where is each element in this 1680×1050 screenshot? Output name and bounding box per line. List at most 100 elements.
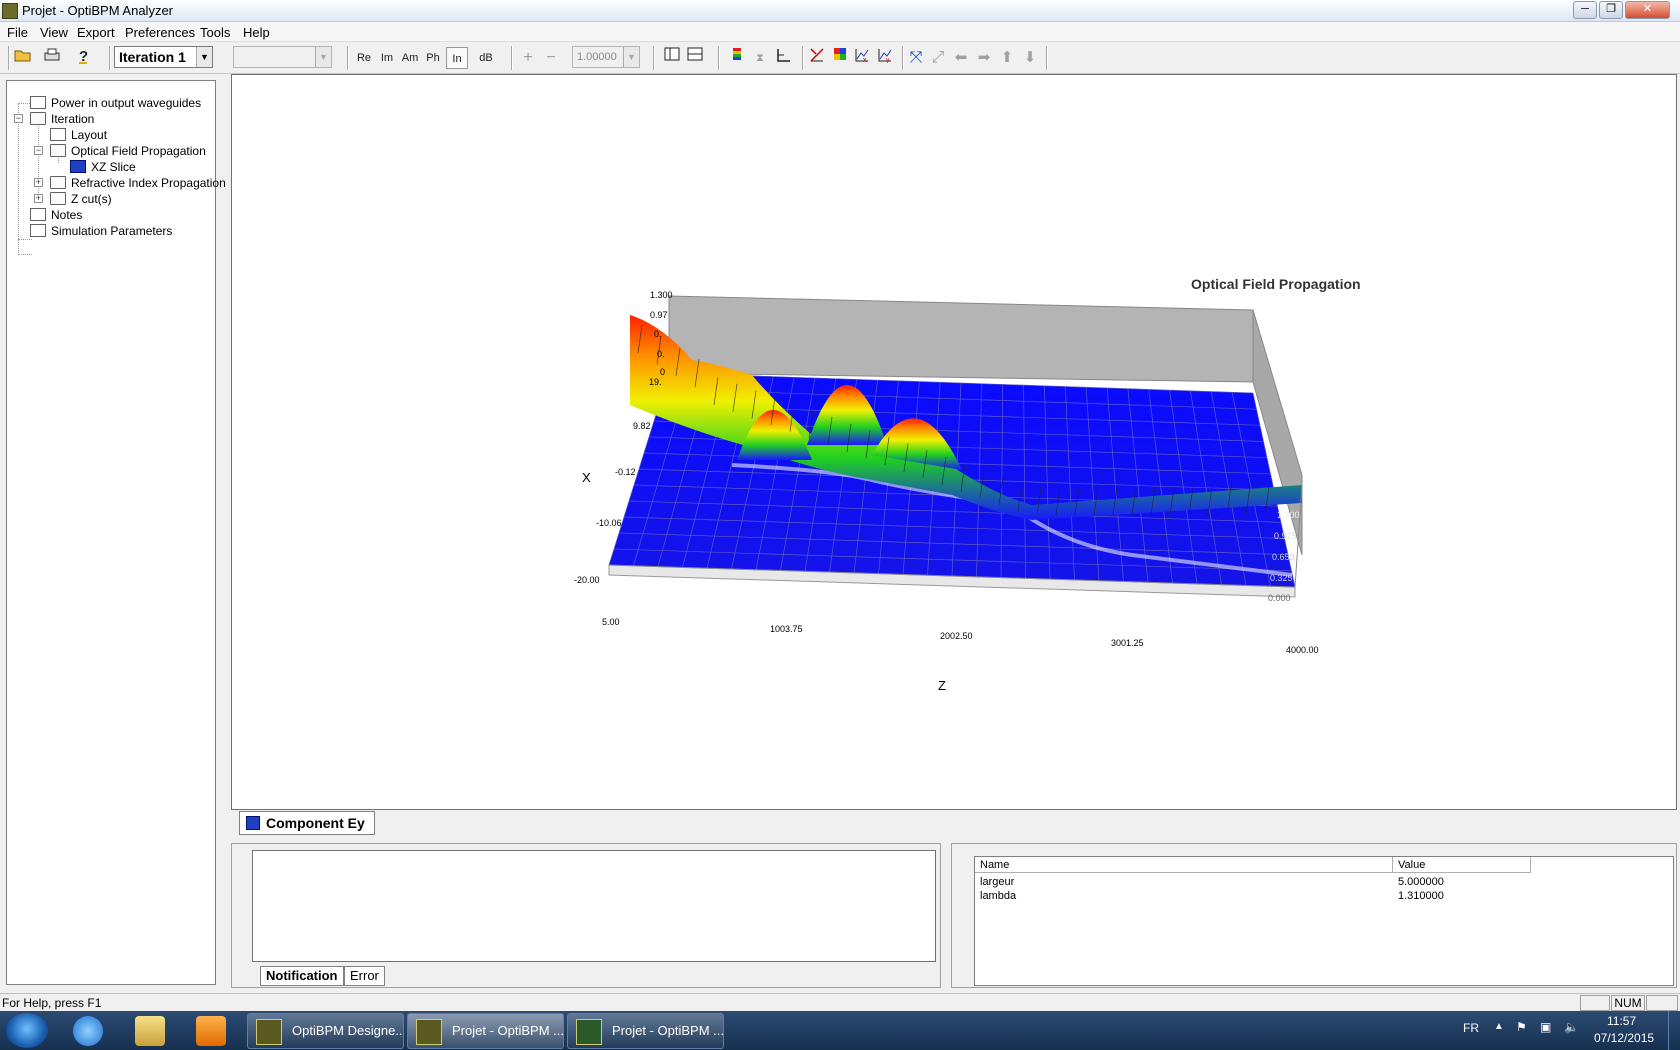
tree-item-power-output[interactable]: Power in output waveguides: [30, 95, 201, 111]
tree-item-refractive-index[interactable]: Refractive Index Propagation: [50, 175, 226, 191]
view-in-button[interactable]: In: [446, 47, 468, 69]
contour-line: [808, 410, 814, 439]
component-tab-row: Component Ey: [231, 810, 1677, 838]
column-header-name[interactable]: Name: [975, 857, 1393, 873]
crosshair-icon[interactable]: [772, 47, 794, 69]
tab-error[interactable]: Error: [344, 966, 385, 986]
help-icon[interactable]: ?: [74, 47, 92, 69]
zoom-select[interactable]: 1.00000 ▼: [572, 46, 640, 68]
clock-date[interactable]: 07/12/2015: [1594, 1031, 1655, 1045]
palette-icon[interactable]: [829, 47, 851, 69]
view-im-button[interactable]: Im: [380, 52, 394, 64]
tree-item-xz-slice[interactable]: XZ Slice: [70, 159, 136, 175]
menu-view[interactable]: View: [40, 25, 68, 40]
view-re-button[interactable]: Re: [356, 52, 372, 64]
volume-icon[interactable]: 🔈: [1564, 1020, 1579, 1034]
tree-item-iteration[interactable]: Iteration: [30, 111, 94, 127]
graph-y-icon[interactable]: y: [874, 47, 896, 69]
minimize-button[interactable]: ─: [1573, 1, 1597, 19]
parameters-panel: Name Value largeur 5.000000 lambda 1.310…: [951, 843, 1677, 988]
language-indicator[interactable]: FR: [1463, 1021, 1479, 1035]
taskbar-optibpm-simulator[interactable]: Projet - OptiBPM ...: [567, 1013, 724, 1049]
media-player-icon[interactable]: [196, 1016, 226, 1046]
left-icon[interactable]: ⬅: [954, 49, 968, 66]
file-explorer-icon[interactable]: [135, 1016, 165, 1046]
split-icon[interactable]: [685, 47, 705, 69]
chart-panel[interactable]: Optical Field Propagation X Z 1.300 0.97…: [231, 74, 1677, 810]
taskbar-optibpm-designer[interactable]: OptiBPM Designe...: [247, 1013, 404, 1049]
color-map-icon[interactable]: [727, 47, 747, 69]
tree-item-optical-field[interactable]: Optical Field Propagation: [50, 143, 206, 159]
network-icon[interactable]: ▣: [1540, 1020, 1552, 1034]
flag-icon[interactable]: ⚑: [1516, 1020, 1527, 1034]
parameters-list[interactable]: Name Value largeur 5.000000 lambda 1.310…: [974, 856, 1674, 986]
right-icon[interactable]: ➡: [977, 49, 991, 66]
contour-line: [960, 463, 966, 492]
surface-plot[interactable]: [232, 75, 1676, 809]
internet-explorer-icon[interactable]: [73, 1016, 103, 1046]
tree-item-simulation-parameters[interactable]: Simulation Parameters: [30, 223, 172, 239]
zoom-out-icon[interactable]: −: [546, 49, 556, 66]
menu-export[interactable]: Export: [77, 25, 115, 40]
start-button[interactable]: [6, 1013, 48, 1048]
zoom-value: 1.00000: [577, 51, 617, 63]
contour-line: [865, 430, 871, 459]
taskbar-optibpm-analyzer[interactable]: Projet - OptiBPM ...: [407, 1013, 564, 1049]
column-header-value[interactable]: Value: [1393, 857, 1531, 873]
tree-item-z-cuts[interactable]: Z cut(s): [50, 191, 112, 207]
fit-icon[interactable]: ⤧: [909, 49, 923, 66]
axis-icon[interactable]: ⧗: [756, 52, 764, 64]
up-icon[interactable]: ⬆: [1000, 49, 1014, 66]
show-hidden-icons[interactable]: ▲: [1494, 1021, 1504, 1032]
toolbar-separator: [8, 46, 10, 70]
cut-icon[interactable]: [806, 47, 828, 69]
expand-icon[interactable]: +: [34, 177, 43, 187]
open-icon[interactable]: [13, 47, 33, 69]
down-icon[interactable]: ⬇: [1023, 49, 1037, 66]
menu-help[interactable]: Help: [243, 25, 270, 40]
notification-panel: Notification Error: [231, 843, 941, 988]
notification-log[interactable]: [252, 850, 936, 962]
tree-item-layout[interactable]: Layout: [50, 127, 107, 143]
expand-icon[interactable]: +: [34, 193, 43, 203]
graph-x-icon[interactable]: x: [851, 47, 873, 69]
folder-icon: [50, 192, 66, 205]
clock-time[interactable]: 11:57: [1607, 1014, 1637, 1028]
menu-tools[interactable]: Tools: [200, 25, 231, 40]
collapse-icon[interactable]: −: [34, 145, 43, 155]
taskbar: OptiBPM Designe... Projet - OptiBPM ... …: [0, 1011, 1680, 1050]
zoom-in-icon[interactable]: +: [523, 49, 533, 66]
fullscreen-icon[interactable]: ⤢: [931, 49, 945, 66]
layout-icon[interactable]: [662, 47, 682, 69]
iteration-select[interactable]: Iteration 1 ▼: [114, 46, 213, 68]
view-ph-button[interactable]: Ph: [426, 52, 440, 64]
collapse-icon[interactable]: −: [14, 113, 23, 123]
tab-component-ey[interactable]: Component Ey: [239, 811, 375, 835]
contour-line: [637, 324, 643, 354]
contour-line: [770, 397, 776, 426]
contour-line: [1074, 486, 1080, 516]
menu-file[interactable]: File: [7, 25, 28, 40]
toolbar-separator: [109, 46, 111, 70]
folder-icon: [50, 176, 66, 189]
tree-item-notes[interactable]: Notes: [30, 207, 82, 223]
print-icon[interactable]: [42, 47, 62, 69]
toolbar-separator: [902, 46, 904, 70]
view-db-button[interactable]: dB: [479, 52, 493, 64]
taskbar-button-label: OptiBPM Designe...: [292, 1023, 404, 1038]
svg-text:y: y: [886, 57, 890, 63]
taskbar-button-label: Projet - OptiBPM ...: [612, 1023, 724, 1038]
toolbar-separator: [347, 46, 349, 70]
component-select[interactable]: ▼: [233, 46, 332, 68]
show-desktop-button[interactable]: [1668, 1011, 1680, 1050]
menu-preferences[interactable]: Preferences: [125, 25, 196, 40]
contour-line: [1131, 486, 1137, 516]
field-peak: [737, 410, 812, 460]
tree-item-label: XZ Slice: [91, 160, 136, 174]
tree-item-label: Notes: [51, 208, 83, 222]
close-button[interactable]: ✕: [1625, 1, 1670, 19]
status-pane-empty: [1646, 995, 1678, 1011]
tab-notification[interactable]: Notification: [260, 966, 344, 986]
maximize-button[interactable]: ❐: [1599, 1, 1623, 19]
view-am-button[interactable]: Am: [401, 52, 419, 64]
